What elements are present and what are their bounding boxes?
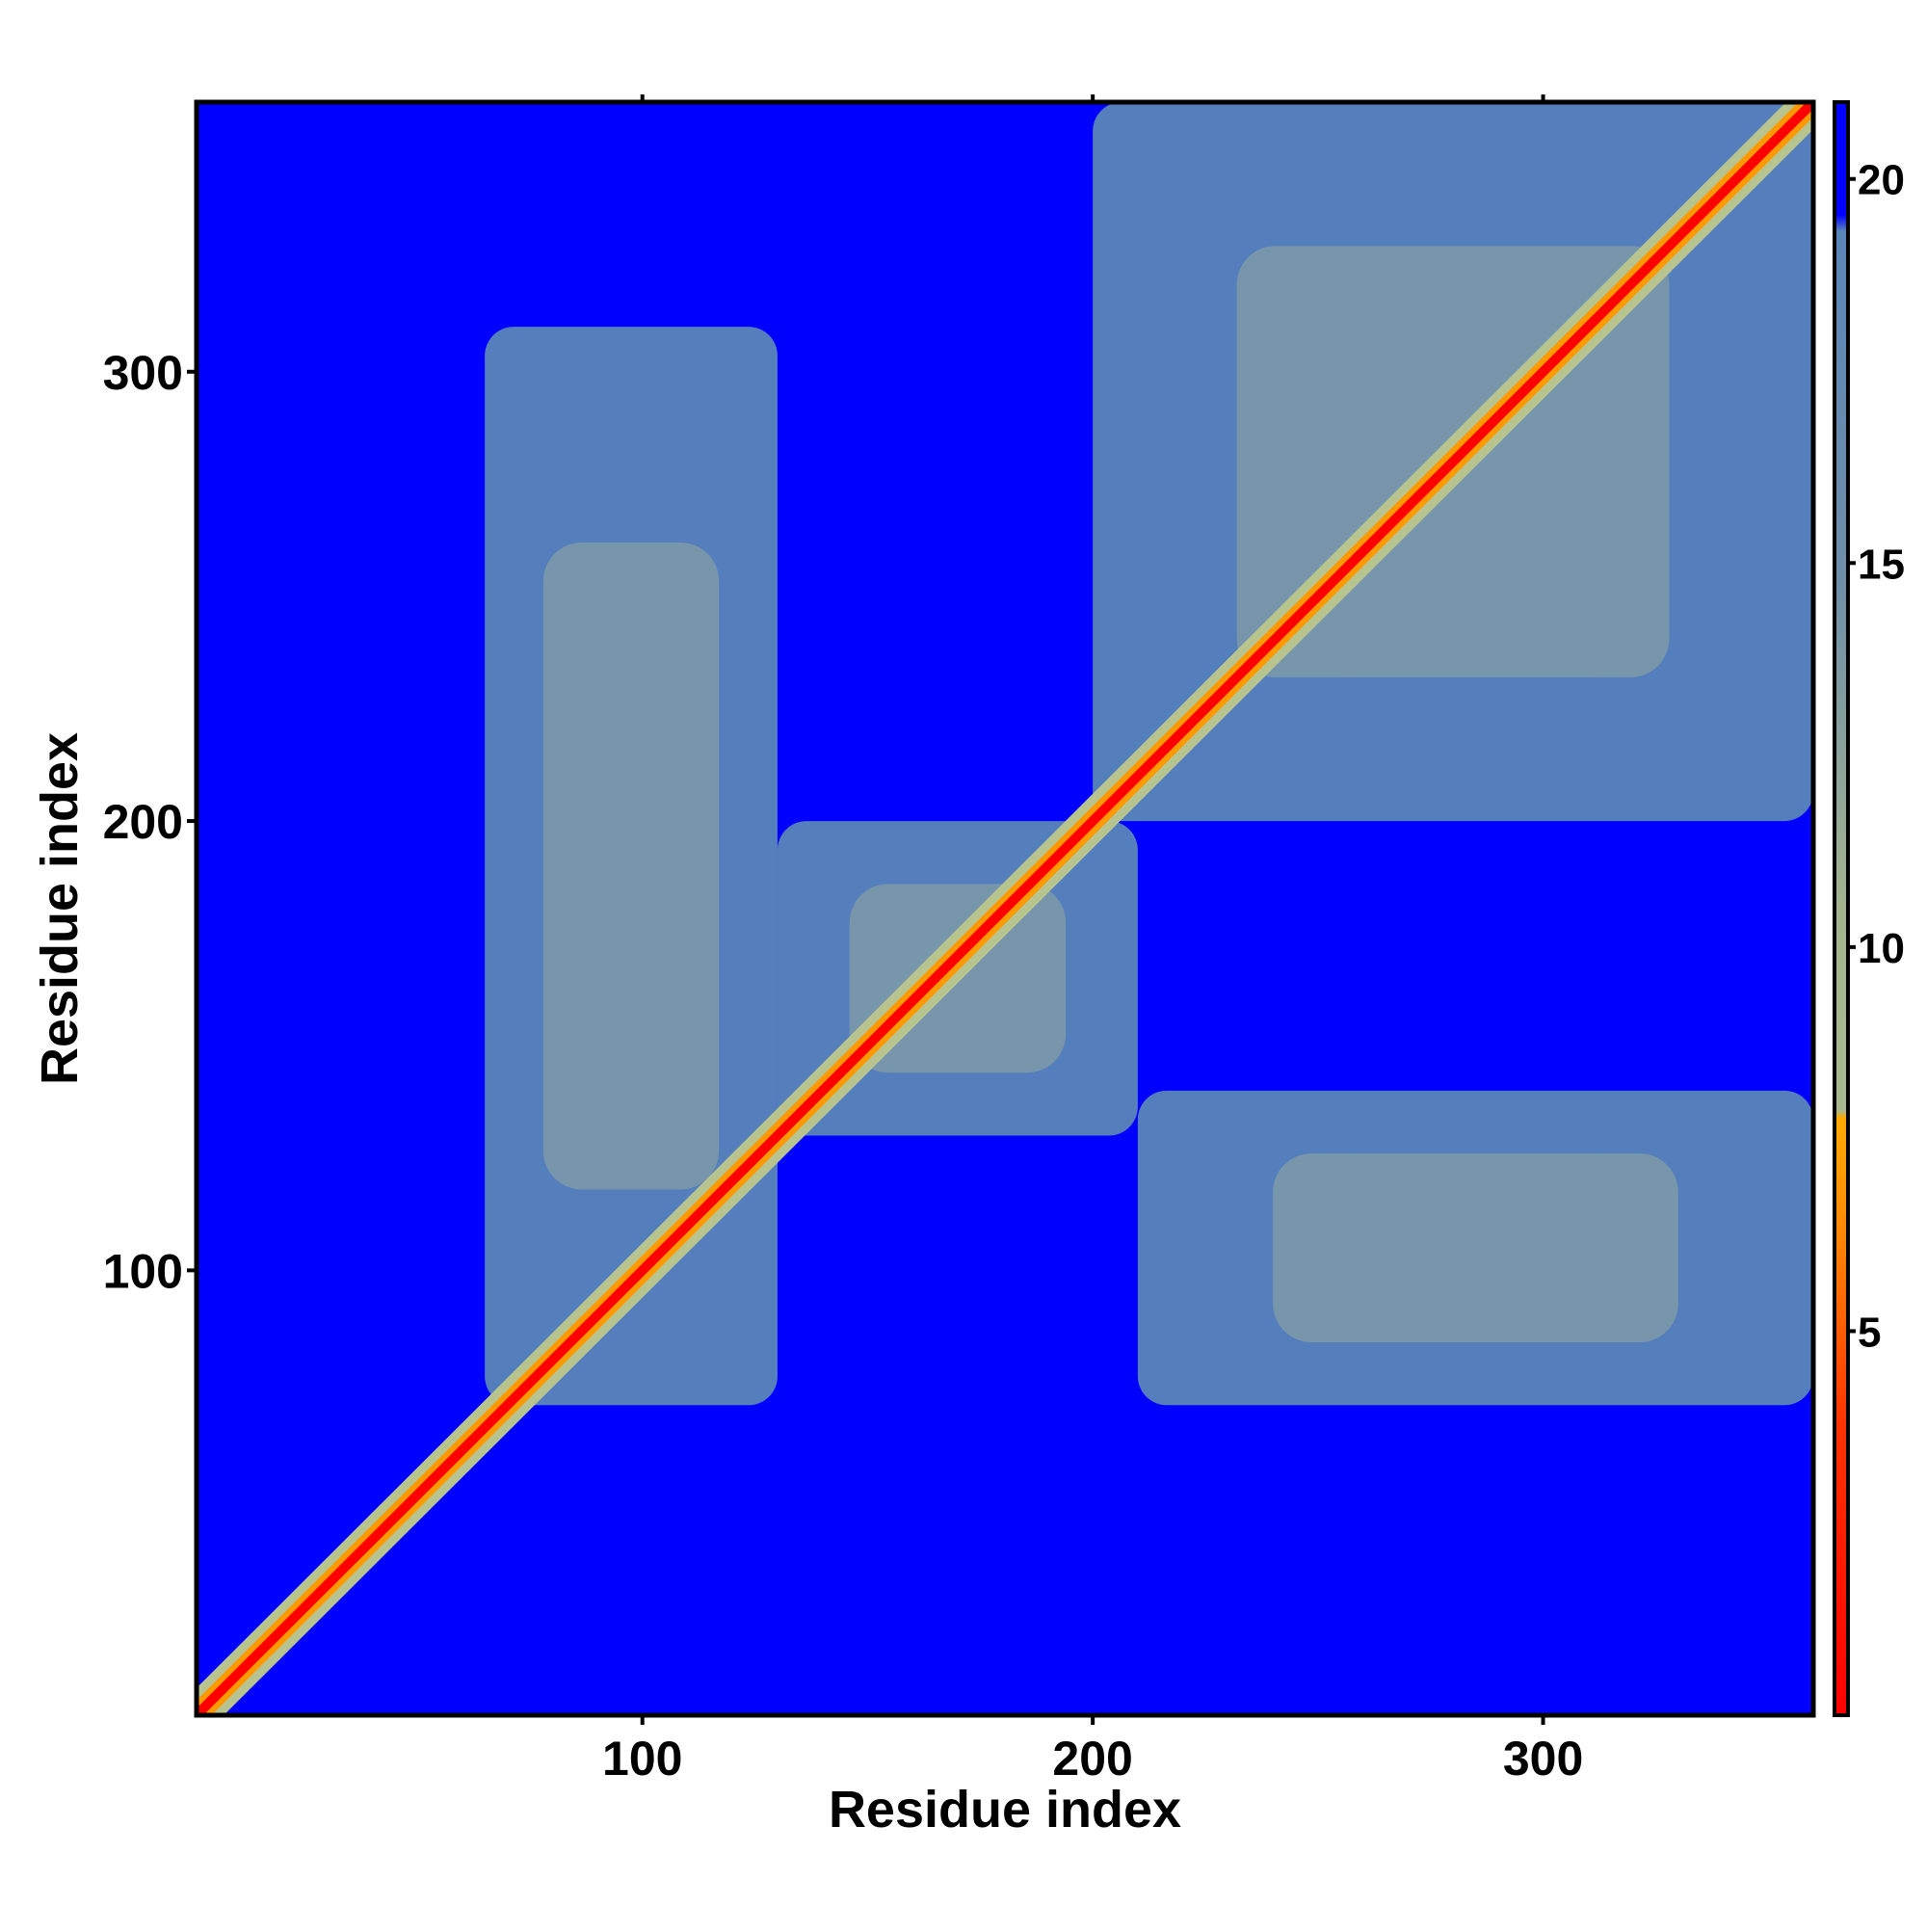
colorbar-tick-label: 20 (1858, 157, 1905, 204)
y-axis-ticks: 100 200 300 (103, 346, 197, 1298)
diagonal-core (197, 102, 1813, 1715)
colorbar: 5 10 15 20 (1833, 100, 1905, 1717)
x-tick-label: 100 (602, 1732, 682, 1786)
x-tick-label: 200 (1052, 1732, 1132, 1786)
heatmap-plot-area (197, 102, 1813, 1715)
y-tick-label: 300 (103, 346, 183, 400)
x-axis-label: Residue index (829, 1781, 1181, 1839)
contact-cluster-core-4 (1273, 1153, 1678, 1342)
y-tick-label: 100 (103, 1244, 183, 1298)
colorbar-fill (1835, 102, 1848, 1715)
contact-cluster-4 (1137, 1090, 1813, 1406)
colorbar-tick-label: 15 (1858, 541, 1905, 588)
x-tick-label: 300 (1503, 1732, 1583, 1786)
y-axis-label: Residue index (31, 732, 89, 1085)
colorbar-tick-label: 5 (1858, 1309, 1881, 1356)
colorbar-ticks: 5 10 15 20 (1848, 157, 1905, 1356)
colorbar-frame (1833, 100, 1850, 1717)
diagonal-band (197, 102, 1813, 1715)
plot-frame (194, 99, 1816, 1718)
x-axis-ticks: 100 200 300 (602, 94, 1583, 1786)
y-tick-label: 200 (103, 795, 183, 849)
contact-cluster-1 (485, 327, 778, 1406)
contact-cluster-core-1 (542, 542, 720, 1190)
colorbar-tick-label: 10 (1858, 925, 1905, 972)
